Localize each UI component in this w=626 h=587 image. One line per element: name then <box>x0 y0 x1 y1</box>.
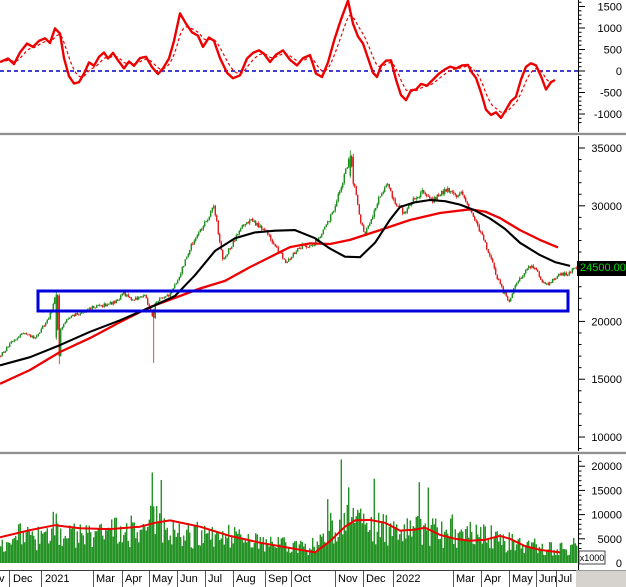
volume-ma-line <box>0 518 561 554</box>
x-month-label: Jul <box>208 573 223 585</box>
x-month-label: Nov <box>0 573 5 585</box>
x-month-label: Jul <box>558 573 573 585</box>
y-tick-label: 10000 <box>591 432 622 444</box>
month-separator <box>453 571 454 587</box>
fast-ma-line <box>0 198 571 367</box>
x-month-label: Sep <box>268 573 288 585</box>
month-separator <box>149 571 150 587</box>
month-separator <box>205 571 206 587</box>
momentum-panel[interactable] <box>0 0 578 133</box>
x-month-label: Dec <box>13 573 33 585</box>
y-tick-label: 1000 <box>598 23 622 35</box>
y-tick-label: 15000 <box>591 374 622 386</box>
value-axis-scale[interactable]: 150010005000-500-10003500030000200001500… <box>578 0 626 587</box>
volume-bars <box>0 459 578 563</box>
y-tick-label: 20000 <box>591 316 622 328</box>
x-month-label: Aug <box>236 573 256 585</box>
y-tick-label: 35000 <box>591 143 622 155</box>
volume-plot[interactable] <box>0 456 578 570</box>
y-tick-label: -500 <box>600 88 622 100</box>
month-separator <box>536 571 537 587</box>
momentum-plot[interactable] <box>0 0 578 133</box>
value-axis[interactable]: 1500 1000 500 0 -500 -1000 35000 30000 20000 1500… <box>578 0 626 587</box>
slow-ma-line <box>0 208 559 385</box>
y-tick-label: 0 <box>616 66 622 78</box>
x-month-label: 2022 <box>396 573 421 585</box>
price-panel[interactable] <box>0 137 578 452</box>
volume-panel[interactable] <box>0 456 578 570</box>
momentum-line <box>0 0 556 120</box>
x-month-label: Oct <box>294 573 312 585</box>
month-separator <box>41 571 42 587</box>
volume-unit-label: x1000 <box>580 553 605 563</box>
month-separator <box>556 571 557 587</box>
x-month-label: May <box>512 573 533 585</box>
month-separator <box>363 571 364 587</box>
month-separator <box>393 571 394 587</box>
x-month-label: 2021 <box>45 573 70 585</box>
y-tick-label: 30000 <box>591 201 622 213</box>
month-separator <box>481 571 482 587</box>
unit-box <box>578 550 606 565</box>
x-month-label: Dec <box>366 573 386 585</box>
y-tick-label: 10000 <box>591 510 622 522</box>
month-separator <box>177 571 178 587</box>
month-separator <box>265 571 266 587</box>
y-tick-label: -1000 <box>594 109 622 121</box>
y-tick-label: 5000 <box>598 534 622 546</box>
month-separator <box>122 571 123 587</box>
y-tick-label: 20000 <box>591 461 622 473</box>
x-month-label: Mar <box>456 573 475 585</box>
last-price-label: 24500.00 <box>577 261 626 276</box>
price-plot[interactable] <box>0 137 578 452</box>
y-tick-label: 1500 <box>598 2 622 14</box>
y-tick-label: 0 <box>616 558 622 570</box>
x-month-label: May <box>152 573 173 585</box>
panel-divider[interactable] <box>0 132 626 136</box>
x-month-label: Mar <box>96 573 115 585</box>
month-separator <box>93 571 94 587</box>
x-month-label: Nov <box>338 573 358 585</box>
x-month-label: Apr <box>125 573 143 585</box>
month-separator <box>509 571 510 587</box>
time-axis[interactable]: NovDec2021MarAprMayJunJulAugSepOctNovDec… <box>0 570 578 587</box>
signal-line <box>0 14 555 114</box>
month-separator <box>233 571 234 587</box>
x-month-label: Jun <box>180 573 198 585</box>
month-separator <box>335 571 336 587</box>
month-separator <box>291 571 292 587</box>
y-tick-label: 500 <box>604 45 622 57</box>
x-month-label: Jun <box>539 573 557 585</box>
panel-divider[interactable] <box>0 451 626 455</box>
x-month-label: Apr <box>484 573 502 585</box>
highlight-box[interactable] <box>36 289 570 313</box>
y-tick-label: 15000 <box>591 485 622 497</box>
axis-corner <box>576 570 626 587</box>
month-separator <box>9 571 10 587</box>
